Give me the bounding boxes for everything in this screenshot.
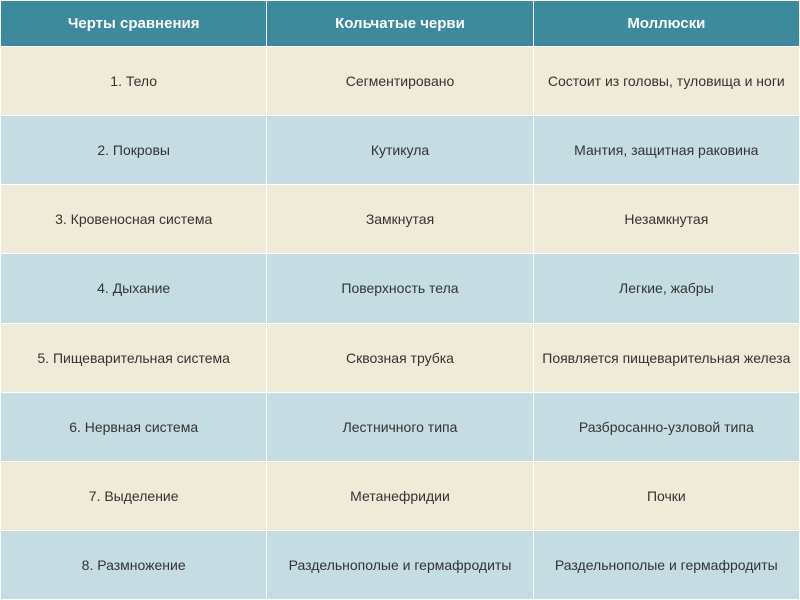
- cell-trait: 7. Выделение: [1, 461, 267, 530]
- cell-mollusca: Разбросанно-узловой типа: [533, 392, 799, 461]
- comparison-table: Черты сравнения Кольчатые черви Моллюски…: [0, 0, 800, 600]
- cell-mollusca: Легкие, жабры: [533, 254, 799, 323]
- cell-mollusca: Мантия, защитная раковина: [533, 116, 799, 185]
- table-row: 8. Размножение Раздельнополые и гермафро…: [1, 530, 800, 599]
- header-col-1: Кольчатые черви: [267, 1, 533, 47]
- cell-annelida: Кутикула: [267, 116, 533, 185]
- cell-mollusca: Появляется пищеварительная железа: [533, 323, 799, 392]
- cell-annelida: Сегментировано: [267, 47, 533, 116]
- table-row: 6. Нервная система Лестничного типа Разб…: [1, 392, 800, 461]
- cell-trait: 1. Тело: [1, 47, 267, 116]
- header-col-0: Черты сравнения: [1, 1, 267, 47]
- table-row: 7. Выделение Метанефридии Почки: [1, 461, 800, 530]
- cell-mollusca: Состоит из головы, туловища и ноги: [533, 47, 799, 116]
- cell-annelida: Лестничного типа: [267, 392, 533, 461]
- cell-mollusca: Раздельнополые и гермафродиты: [533, 530, 799, 599]
- cell-annelida: Метанефридии: [267, 461, 533, 530]
- header-col-2: Моллюски: [533, 1, 799, 47]
- cell-annelida: Сквозная трубка: [267, 323, 533, 392]
- table-header-row: Черты сравнения Кольчатые черви Моллюски: [1, 1, 800, 47]
- cell-trait: 3. Кровеносная система: [1, 185, 267, 254]
- cell-trait: 4. Дыхание: [1, 254, 267, 323]
- cell-annelida: Раздельнополые и гермафродиты: [267, 530, 533, 599]
- table-row: 3. Кровеносная система Замкнутая Незамкн…: [1, 185, 800, 254]
- cell-trait: 2. Покровы: [1, 116, 267, 185]
- cell-trait: 6. Нервная система: [1, 392, 267, 461]
- table-row: 1. Тело Сегментировано Состоит из головы…: [1, 47, 800, 116]
- cell-trait: 5. Пищеварительная система: [1, 323, 267, 392]
- cell-mollusca: Почки: [533, 461, 799, 530]
- cell-annelida: Замкнутая: [267, 185, 533, 254]
- table-row: 4. Дыхание Поверхность тела Легкие, жабр…: [1, 254, 800, 323]
- cell-trait: 8. Размножение: [1, 530, 267, 599]
- table-row: 5. Пищеварительная система Сквозная труб…: [1, 323, 800, 392]
- cell-mollusca: Незамкнутая: [533, 185, 799, 254]
- table-row: 2. Покровы Кутикула Мантия, защитная рак…: [1, 116, 800, 185]
- cell-annelida: Поверхность тела: [267, 254, 533, 323]
